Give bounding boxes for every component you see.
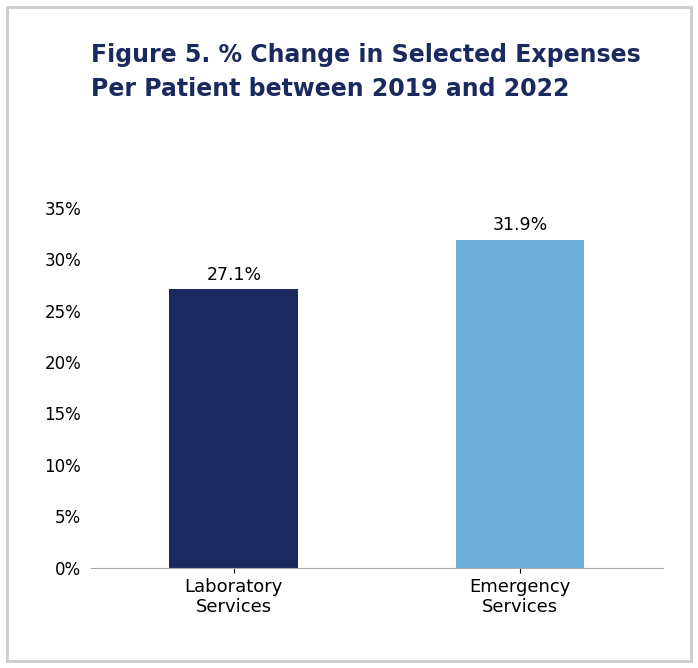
Bar bbox=[456, 240, 584, 568]
Bar bbox=[170, 289, 298, 568]
Text: Figure 5. % Change in Selected Expenses: Figure 5. % Change in Selected Expenses bbox=[91, 43, 641, 67]
Text: 27.1%: 27.1% bbox=[207, 266, 261, 284]
Text: Per Patient between 2019 and 2022: Per Patient between 2019 and 2022 bbox=[91, 77, 569, 101]
Text: 31.9%: 31.9% bbox=[492, 216, 548, 234]
